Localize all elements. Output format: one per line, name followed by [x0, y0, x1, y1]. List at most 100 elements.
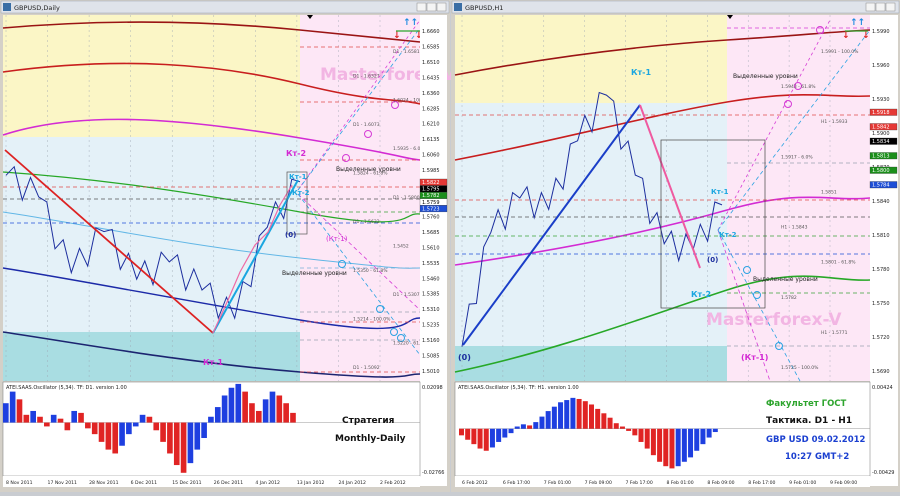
price-tick-label: 1.5385 [422, 292, 440, 298]
close-button[interactable] [885, 2, 896, 12]
maximize-button[interactable] [875, 2, 886, 12]
oscillator-bar [483, 428, 489, 451]
window-controls[interactable] [865, 2, 896, 12]
price-marks: 1.5918 1.5842 1.5834 1.5813 1.5800 1.5784 [869, 108, 898, 189]
info-tactic: Тактика. D1 - H1 [766, 416, 852, 426]
oscillator-bar [126, 422, 132, 435]
date-label: 17 Nov 2011 [48, 480, 77, 486]
oscillator-bar [269, 391, 276, 423]
time-axis-labels: 6 Feb 2012 6 Feb 17:00 7 Feb 01:00 7 Feb 09… [462, 480, 857, 486]
oscillator-bar [675, 428, 681, 467]
date-label: 15 Dec 2011 [172, 480, 201, 486]
info-date: GBP USD 09.02.2012 [766, 435, 866, 445]
date-label: 28 Nov 2011 [89, 480, 118, 486]
oscillator-bar [78, 412, 84, 423]
level-label: H1 - 1.5771 [821, 330, 848, 336]
date-label: 9 Feb 09:00 [830, 480, 857, 486]
price-axis [420, 15, 447, 486]
blue-zone [455, 103, 727, 346]
chart-icon [3, 3, 11, 11]
svg-text:1.5795: 1.5795 [422, 187, 440, 193]
oscillator-bar [23, 414, 30, 423]
oscillator-bar [290, 412, 296, 423]
level-label: 1.5452 [393, 243, 409, 249]
oscillator-bar [471, 428, 477, 445]
forecast-zone [300, 15, 420, 381]
chart-window-daily[interactable]: GBPUSD,Daily Masterforex-V [0, 0, 456, 492]
svg-text:1.5813: 1.5813 [872, 154, 890, 160]
oscillator-bar [514, 426, 520, 429]
price-tick-label: 1.6060 [422, 153, 440, 159]
time-axis-labels: 8 Nov 2011 17 Nov 2011 28 Nov 2011 6 Dec 20… [6, 480, 406, 486]
oscillator-bar [180, 422, 187, 473]
label-kt2-low: Кт-2 [691, 290, 711, 299]
oscillator-bar [228, 387, 235, 423]
trendline-blue [462, 104, 641, 346]
oscillator-bar [9, 391, 16, 423]
fib-ray [297, 193, 421, 356]
chart-icon [454, 3, 462, 11]
date-label: 6 Dec 2011 [131, 480, 158, 486]
price-tick-label: 1.5535 [422, 261, 440, 267]
price-tick-label: 1.5780 [872, 267, 890, 273]
level-label: H1 - 1.5843 [781, 225, 808, 231]
oscillator-bar [30, 410, 36, 423]
oscillator-panel [454, 381, 871, 477]
oscillator-bar [539, 416, 545, 429]
price-tick-label: 1.6360 [422, 91, 440, 97]
price-tick-label: 1.6510 [422, 60, 440, 66]
price-tick-label: 1.5990 [872, 29, 890, 35]
minimize-button[interactable] [865, 2, 876, 12]
minimize-button[interactable] [416, 2, 427, 12]
oscillator-bar [112, 422, 119, 454]
price-tick-label: 1.6585 [422, 44, 440, 50]
price-tick-label: 1.5010 [422, 369, 440, 375]
oscillator-bar [527, 425, 533, 429]
oscillator-bar [638, 428, 644, 442]
target-markers [743, 26, 824, 350]
oscillator-bar [533, 422, 539, 429]
oscillator-bar [262, 399, 269, 423]
fib-ray [297, 193, 421, 311]
oscillator-bar [712, 428, 718, 433]
price-mark: 1.5723 [419, 205, 448, 212]
oscillator-panel [2, 381, 421, 477]
level-label: H1 - 1.5933 [821, 119, 848, 125]
level-label: 1.5991 - 100.0% [821, 49, 859, 55]
period-marker [307, 15, 313, 19]
price-tick-label: 1.5460 [422, 276, 440, 282]
date-label: 8 Feb 09:00 [707, 480, 734, 486]
price-mark: 1.5782 [419, 192, 448, 199]
osc-axis-top: 0.00424 [872, 385, 893, 391]
fib-ray [717, 229, 801, 382]
svg-text:↓: ↓ [393, 31, 401, 41]
oscillator-bar [545, 411, 551, 429]
window-controls[interactable] [416, 2, 447, 12]
dashed-levels [3, 46, 420, 373]
oscillator-title: ATEI.SAAS.Oscillator (5,34). TF: H1. ver… [458, 385, 579, 391]
label-kt1-minus: (Кт-1) [326, 235, 348, 243]
strategy-subtitle: Monthly-Daily [335, 434, 406, 444]
svg-text:↑↑: ↑↑ [403, 18, 418, 28]
date-label: 24 Jan 2012 [338, 480, 366, 486]
price-tick-label: 1.6135 [422, 137, 440, 143]
oscillator-bar [644, 428, 650, 449]
maximize-button[interactable] [426, 2, 437, 12]
trendline-cyan [212, 179, 299, 334]
oscillator-bar [564, 400, 570, 429]
price-tick-label: 1.6285 [422, 106, 440, 112]
oscillator-bar [508, 428, 514, 434]
oscillator-bars [3, 383, 296, 473]
svg-text:↓: ↓ [415, 31, 423, 41]
price-mark: 1.5813 [869, 152, 898, 160]
close-button[interactable] [436, 2, 447, 12]
label-zero: (0) [285, 231, 296, 239]
oscillator-bar [489, 428, 495, 448]
oscillator-bar [194, 422, 201, 450]
oscillator-bar [619, 426, 625, 429]
level-label: 1.5935 - 6.0% [393, 146, 425, 152]
time-axis [455, 476, 870, 487]
chart-window-h1[interactable]: GBPUSD,H1 Masterforex-V [451, 0, 900, 492]
oscillator-bar [496, 428, 502, 442]
date-label: 7 Feb 01:00 [544, 480, 571, 486]
